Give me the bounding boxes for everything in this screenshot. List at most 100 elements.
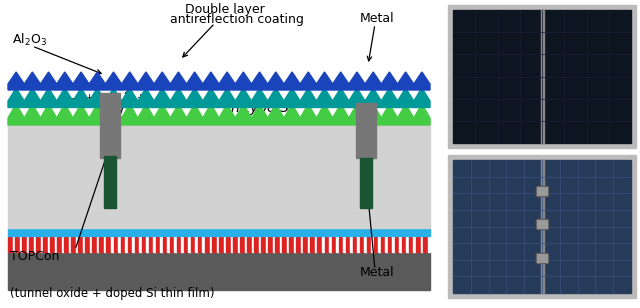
Bar <box>104 156 116 208</box>
Bar <box>360 236 364 252</box>
Bar <box>536 186 548 196</box>
Bar <box>20 236 22 252</box>
Bar <box>202 236 205 252</box>
Bar <box>409 236 413 252</box>
Bar <box>294 236 296 252</box>
Bar <box>537 220 547 228</box>
Bar <box>163 236 167 252</box>
Bar <box>536 253 548 263</box>
Bar <box>332 236 336 252</box>
Bar <box>8 252 430 290</box>
Bar <box>146 236 148 252</box>
Bar <box>226 236 230 252</box>
Bar <box>453 10 631 143</box>
Bar <box>41 236 43 252</box>
Bar <box>90 236 92 252</box>
Bar <box>420 236 423 252</box>
Bar <box>303 236 308 252</box>
Bar <box>118 236 120 252</box>
Bar <box>209 236 212 252</box>
Bar <box>125 236 127 252</box>
Bar <box>388 236 392 252</box>
Bar <box>156 236 160 252</box>
Bar <box>353 236 357 252</box>
Bar <box>219 236 223 252</box>
Bar <box>296 236 301 252</box>
Bar <box>413 236 416 252</box>
Bar <box>78 236 83 252</box>
Bar <box>83 236 85 252</box>
Bar <box>57 236 62 252</box>
Bar <box>315 236 317 252</box>
Bar <box>127 236 132 252</box>
Bar <box>212 236 216 252</box>
Bar <box>167 236 170 252</box>
Bar <box>174 236 177 252</box>
Bar <box>64 236 69 252</box>
Bar <box>254 236 259 252</box>
Bar <box>132 236 134 252</box>
Bar <box>266 236 268 252</box>
Bar <box>181 236 184 252</box>
Bar <box>69 236 71 252</box>
Bar <box>55 236 57 252</box>
Bar <box>537 187 547 195</box>
Bar <box>261 236 266 252</box>
Bar <box>287 236 289 252</box>
Text: Double layer: Double layer <box>185 3 265 17</box>
Text: $p^{++}$: $p^{++}$ <box>68 94 94 112</box>
Bar <box>76 236 78 252</box>
Bar <box>198 236 202 252</box>
Bar <box>15 236 20 252</box>
Bar <box>308 236 310 252</box>
Bar <box>448 5 636 148</box>
Bar <box>367 236 371 252</box>
Bar <box>170 236 174 252</box>
Text: $p^{+}$: $p^{+}$ <box>128 94 145 112</box>
Polygon shape <box>8 104 430 125</box>
Bar <box>8 236 13 252</box>
Bar <box>280 236 282 252</box>
Bar <box>237 236 240 252</box>
Bar <box>247 236 252 252</box>
Bar <box>188 236 191 252</box>
Bar <box>346 236 350 252</box>
Bar <box>289 236 294 252</box>
Bar <box>48 236 50 252</box>
Bar <box>453 160 631 293</box>
Text: (tunnel oxide + doped Si thin film): (tunnel oxide + doped Si thin film) <box>10 286 214 299</box>
Bar <box>29 236 34 252</box>
Bar <box>240 236 244 252</box>
Bar <box>322 236 324 252</box>
Bar <box>392 236 395 252</box>
Bar <box>177 236 181 252</box>
Bar <box>8 118 430 228</box>
Polygon shape <box>8 72 430 90</box>
Bar <box>22 236 27 252</box>
Bar <box>357 236 360 252</box>
Bar <box>148 236 153 252</box>
Bar <box>120 236 125 252</box>
Bar <box>329 236 332 252</box>
Bar <box>423 236 428 252</box>
Bar <box>230 236 233 252</box>
Bar <box>301 236 303 252</box>
Bar <box>34 236 36 252</box>
Bar <box>541 10 543 143</box>
Bar <box>71 236 76 252</box>
Bar <box>343 236 346 252</box>
Bar <box>85 236 90 252</box>
Bar <box>350 236 353 252</box>
Bar <box>541 160 543 293</box>
Bar <box>92 236 97 252</box>
Bar <box>385 236 388 252</box>
Bar <box>99 236 104 252</box>
Bar <box>43 236 48 252</box>
Polygon shape <box>8 88 430 107</box>
Bar <box>536 219 548 229</box>
Bar <box>416 236 420 252</box>
Bar <box>104 236 106 252</box>
Bar <box>324 236 329 252</box>
Text: TOPCon: TOPCon <box>10 249 60 262</box>
Bar <box>275 236 280 252</box>
